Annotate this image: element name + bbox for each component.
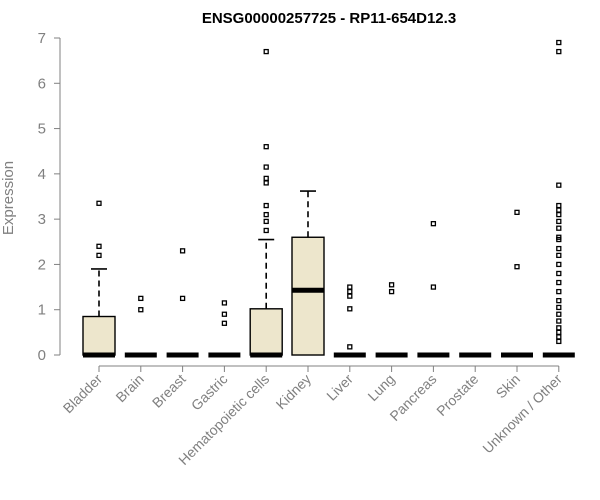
outlier-point [556, 334, 562, 340]
outlier-point [263, 48, 269, 55]
outlier-point [556, 318, 562, 324]
outlier-point [221, 311, 228, 317]
outlier-point [556, 207, 562, 213]
outlier-point [221, 300, 228, 306]
outlier-point [556, 338, 562, 345]
outlier-point [556, 298, 562, 304]
outlier-point [263, 175, 269, 182]
y-tick-label: 3 [38, 211, 46, 228]
chart-title: ENSG00000257725 - RP11-654D12.3 [202, 10, 456, 27]
outlier-point [263, 227, 269, 234]
box-group [501, 209, 533, 358]
outlier-point [556, 218, 562, 225]
outlier-point [556, 279, 562, 286]
box-group [249, 48, 283, 358]
outlier-point [556, 252, 562, 259]
outlier-point [514, 209, 520, 216]
x-tick-label: Prostate [433, 371, 481, 419]
outlier-point [221, 320, 228, 326]
box-group [542, 39, 575, 358]
outlier-point [556, 325, 562, 331]
outlier-point [556, 245, 562, 252]
box [249, 308, 283, 356]
box-group [333, 284, 366, 358]
x-tick-label: Lung [364, 371, 397, 404]
outlier-point [263, 202, 269, 209]
x-tick-label: Liver [323, 371, 356, 404]
outlier-point [263, 164, 269, 170]
x-tick-label: Breast [149, 371, 189, 411]
outlier-point [138, 307, 144, 313]
box-group [166, 248, 199, 358]
box-group [208, 300, 241, 358]
y-tick-label: 5 [38, 121, 46, 138]
box [291, 236, 325, 356]
box-group [124, 295, 157, 358]
y-tick-label: 1 [38, 302, 46, 319]
outlier-point [556, 304, 562, 311]
y-tick-label: 2 [38, 256, 46, 273]
outlier-point [263, 180, 269, 186]
plot-area [82, 39, 575, 358]
y-tick-label: 6 [38, 75, 46, 92]
outlier-point [556, 202, 562, 209]
box [82, 315, 116, 356]
outlier-point [347, 288, 353, 295]
x-tick-label: Bladder [60, 371, 106, 417]
y-axis: 0 1 2 3 4 5 6 7 [38, 30, 61, 364]
box-group [291, 190, 325, 356]
outlier-point [556, 270, 562, 277]
outlier-point [347, 344, 353, 350]
outlier-point [96, 200, 102, 206]
x-tick-label: Brain [112, 371, 146, 405]
outlier-point [556, 39, 562, 46]
outlier-point [556, 288, 562, 295]
y-tick-label: 7 [38, 30, 46, 47]
outlier-point [556, 225, 562, 231]
outlier-point [263, 211, 269, 218]
x-tick-label: Unknown / Other [479, 371, 565, 457]
outlier-point [388, 282, 395, 288]
outlier-point [556, 311, 562, 317]
outlier-point [556, 48, 562, 55]
outlier-point [96, 252, 102, 259]
y-tick-label: 0 [38, 347, 46, 364]
x-tick-label: Kidney [273, 371, 315, 413]
outlier-point [347, 284, 353, 290]
outlier-point [556, 211, 562, 218]
outlier-point [263, 218, 269, 225]
outlier-point [347, 293, 353, 299]
outlier-point [388, 288, 395, 295]
outlier-point [514, 264, 520, 270]
outlier-point [138, 295, 144, 302]
box-group [417, 221, 450, 358]
y-axis-label: Expression [0, 161, 17, 235]
outlier-point [179, 248, 186, 254]
x-tick-label: Skin [493, 371, 524, 402]
outlier-point [556, 261, 562, 268]
outlier-point [556, 182, 562, 188]
outlier-point [556, 329, 562, 336]
outlier-point [556, 234, 562, 240]
box-group [375, 282, 408, 358]
outlier-point [430, 221, 437, 227]
y-tick-label: 4 [38, 166, 46, 183]
outlier-point [179, 295, 186, 302]
outlier-point [96, 243, 102, 249]
outlier-point [347, 306, 353, 312]
box-group [82, 200, 116, 358]
outlier-point [263, 144, 269, 150]
outlier-point [430, 284, 437, 290]
